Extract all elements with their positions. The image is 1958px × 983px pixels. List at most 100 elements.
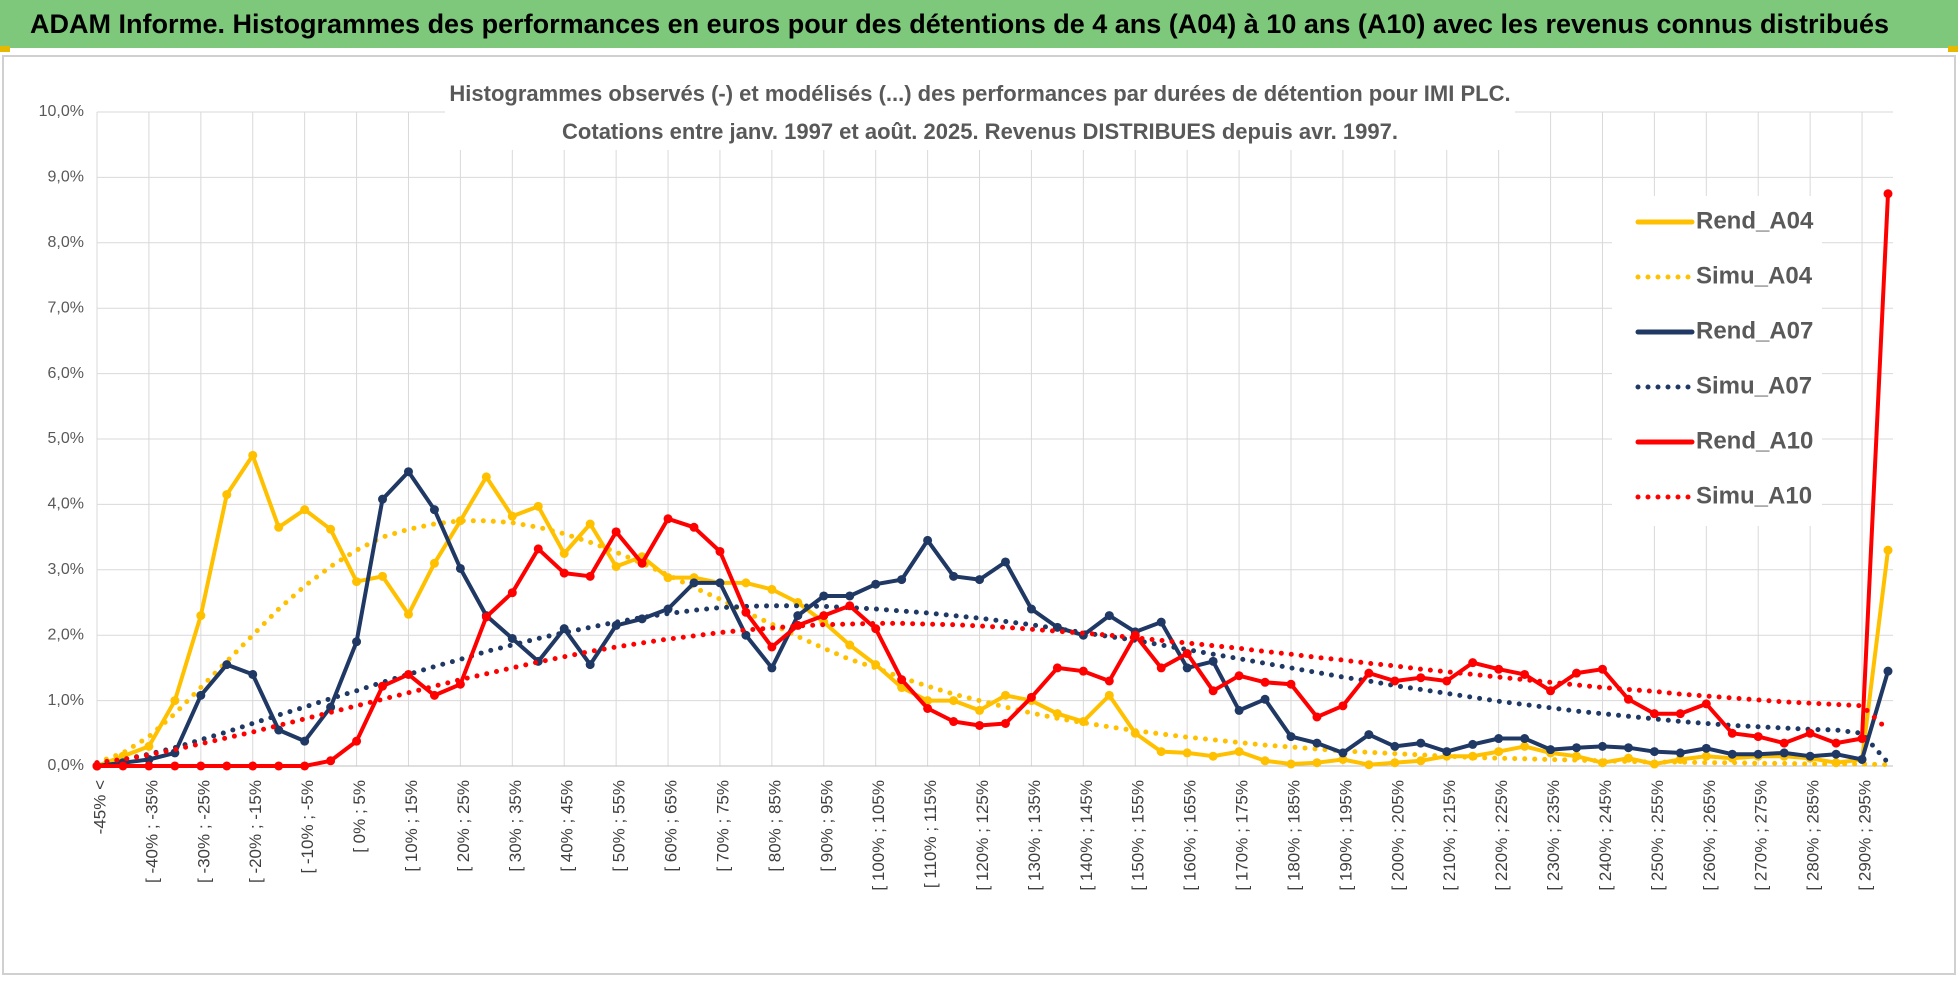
marker bbox=[1442, 747, 1452, 757]
marker bbox=[1494, 734, 1504, 744]
y-tick-label: 2,0% bbox=[48, 626, 84, 643]
marker bbox=[481, 612, 491, 622]
marker bbox=[1649, 709, 1659, 719]
marker bbox=[1364, 730, 1374, 740]
marker bbox=[1260, 756, 1270, 766]
x-tick-label: [ 280% ; 285% bbox=[1804, 780, 1823, 891]
x-tick-label: [ 60% ; 65% bbox=[662, 780, 681, 872]
marker bbox=[819, 611, 829, 621]
marker bbox=[741, 630, 751, 640]
marker bbox=[196, 611, 206, 621]
marker bbox=[1182, 748, 1192, 758]
x-tick-label: [ 130% ; 135% bbox=[1025, 780, 1044, 891]
x-tick-label: [ 210% ; 215% bbox=[1440, 780, 1459, 891]
marker bbox=[1753, 732, 1763, 742]
marker bbox=[1831, 738, 1841, 748]
marker bbox=[1831, 749, 1841, 759]
marker bbox=[1026, 692, 1036, 702]
marker bbox=[767, 642, 777, 652]
marker bbox=[715, 546, 725, 556]
marker bbox=[144, 761, 154, 771]
model-line bbox=[94, 620, 1891, 766]
marker bbox=[1260, 694, 1270, 704]
marker bbox=[845, 640, 855, 650]
marker bbox=[300, 505, 310, 515]
marker bbox=[1286, 759, 1296, 769]
marker bbox=[1364, 760, 1374, 770]
marker bbox=[949, 571, 959, 581]
marker bbox=[1494, 747, 1504, 757]
marker bbox=[326, 756, 336, 766]
marker bbox=[637, 614, 647, 624]
marker bbox=[1442, 676, 1452, 686]
x-tick-label: [ 50% ; 55% bbox=[610, 780, 629, 872]
marker bbox=[1779, 748, 1789, 758]
x-tick-label: -45% < bbox=[90, 780, 109, 834]
marker bbox=[1182, 663, 1192, 673]
marker bbox=[1104, 611, 1114, 621]
marker bbox=[170, 696, 180, 706]
marker bbox=[1546, 686, 1556, 696]
marker bbox=[403, 467, 413, 477]
y-tick-label: 4,0% bbox=[48, 496, 84, 513]
marker bbox=[300, 761, 310, 771]
marker bbox=[559, 568, 569, 578]
marker bbox=[1208, 686, 1218, 696]
x-tick-label: [ 40% ; 45% bbox=[558, 780, 577, 872]
marker bbox=[1546, 745, 1556, 755]
marker bbox=[429, 690, 439, 700]
marker bbox=[378, 494, 388, 504]
series-line bbox=[95, 453, 1890, 768]
legend-label: Rend_A10 bbox=[1696, 427, 1813, 454]
x-tick-label: [ 170% ; 175% bbox=[1233, 780, 1252, 891]
marker bbox=[689, 578, 699, 588]
marker bbox=[429, 505, 439, 515]
marker bbox=[1312, 758, 1322, 768]
corner bbox=[0, 46, 10, 52]
marker bbox=[1078, 666, 1088, 676]
marker bbox=[975, 720, 985, 730]
marker bbox=[1390, 758, 1400, 768]
marker bbox=[1675, 748, 1685, 758]
marker bbox=[949, 717, 959, 727]
marker bbox=[274, 522, 284, 532]
marker bbox=[1104, 676, 1114, 686]
x-tick-label: [ 230% ; 235% bbox=[1544, 780, 1563, 891]
model-line bbox=[94, 518, 1891, 768]
marker bbox=[1701, 743, 1711, 753]
marker bbox=[767, 663, 777, 673]
marker bbox=[819, 591, 829, 601]
marker bbox=[144, 741, 154, 751]
marker bbox=[923, 535, 933, 545]
x-tick-label: [ -10% ; -5% bbox=[298, 780, 317, 874]
marker bbox=[975, 705, 985, 715]
marker bbox=[507, 588, 517, 598]
legend-label: Rend_A04 bbox=[1696, 207, 1814, 234]
marker bbox=[1416, 738, 1426, 748]
marker bbox=[196, 690, 206, 700]
legend-label: Rend_A07 bbox=[1696, 317, 1813, 344]
marker bbox=[1520, 734, 1530, 744]
marker bbox=[871, 579, 881, 589]
x-tick-label: [ 160% ; 165% bbox=[1181, 780, 1200, 891]
marker bbox=[1520, 669, 1530, 679]
y-tick-label: 3,0% bbox=[48, 561, 84, 578]
marker bbox=[429, 558, 439, 568]
marker bbox=[170, 761, 180, 771]
marker bbox=[1468, 658, 1478, 668]
marker bbox=[1234, 671, 1244, 681]
x-tick-label: [ 290% ; 295% bbox=[1856, 780, 1875, 891]
marker bbox=[1623, 694, 1633, 704]
marker bbox=[481, 472, 491, 482]
x-tick-label: [ 180% ; 185% bbox=[1284, 780, 1303, 891]
x-tick-label: [ 100% ; 105% bbox=[869, 780, 888, 891]
y-tick-label: 1,0% bbox=[48, 692, 84, 709]
marker bbox=[1338, 754, 1348, 764]
legend-label: Simu_A07 bbox=[1696, 372, 1812, 399]
marker bbox=[1052, 663, 1062, 673]
x-tick-label: [ 90% ; 95% bbox=[817, 780, 836, 872]
marker bbox=[741, 607, 751, 617]
marker bbox=[1312, 738, 1322, 748]
x-tick-label: [ 200% ; 205% bbox=[1388, 780, 1407, 891]
